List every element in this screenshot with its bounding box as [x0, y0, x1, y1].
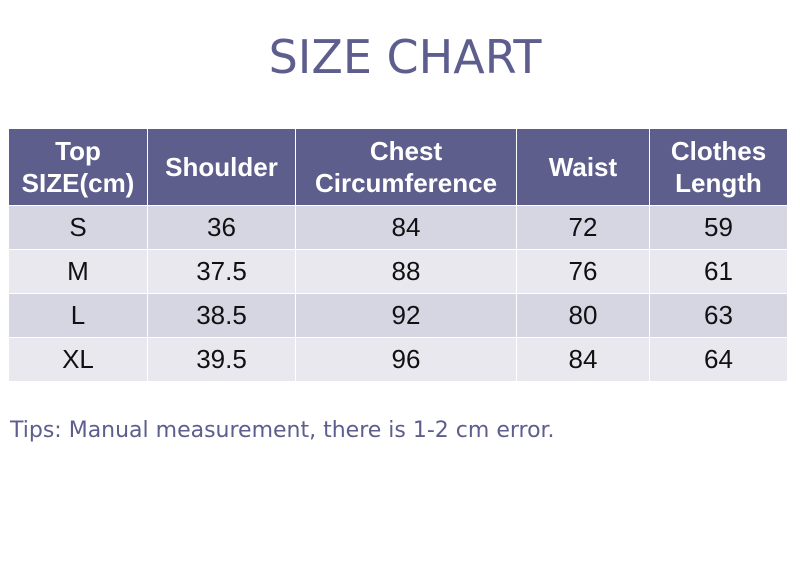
shoulder-cell: 36	[147, 205, 296, 250]
header-top-size: Top SIZE(cm)	[8, 128, 148, 206]
header-chest-circumference: Chest Circumference	[295, 128, 517, 206]
table-header-row: Top SIZE(cm) Shoulder Chest Circumferenc…	[8, 128, 788, 206]
header-label: Waist	[548, 152, 618, 182]
waist-cell: 76	[516, 249, 650, 294]
header-label: Top	[55, 136, 101, 166]
measurement-tips: Tips: Manual measurement, there is 1-2 c…	[10, 418, 555, 443]
size-cell: M	[8, 249, 148, 294]
chest-cell: 96	[295, 337, 517, 382]
table-row: M 37.5 88 76 61	[8, 249, 788, 294]
chest-cell: 92	[295, 293, 517, 338]
header-label: Circumference	[314, 168, 498, 198]
header-waist: Waist	[516, 128, 650, 206]
page-title: SIZE CHART	[268, 30, 542, 84]
header-label: Shoulder	[165, 152, 278, 182]
length-cell: 59	[649, 205, 788, 250]
size-cell: S	[8, 205, 148, 250]
size-cell: XL	[8, 337, 148, 382]
waist-cell: 80	[516, 293, 650, 338]
table-row: XL 39.5 96 84 64	[8, 337, 788, 382]
chest-cell: 84	[295, 205, 517, 250]
header-label: Length	[675, 168, 762, 198]
waist-cell: 84	[516, 337, 650, 382]
size-cell: L	[8, 293, 148, 338]
shoulder-cell: 39.5	[147, 337, 296, 382]
header-clothes-length: Clothes Length	[649, 128, 788, 206]
shoulder-cell: 37.5	[147, 249, 296, 294]
size-chart-table: Top SIZE(cm) Shoulder Chest Circumferenc…	[8, 128, 788, 382]
shoulder-cell: 38.5	[147, 293, 296, 338]
table-row: S 36 84 72 59	[8, 205, 788, 250]
waist-cell: 72	[516, 205, 650, 250]
chest-cell: 88	[295, 249, 517, 294]
length-cell: 61	[649, 249, 788, 294]
header-label: Chest	[369, 136, 443, 166]
length-cell: 63	[649, 293, 788, 338]
header-label: Clothes	[670, 136, 767, 166]
header-shoulder: Shoulder	[147, 128, 296, 206]
header-label: SIZE(cm)	[21, 168, 135, 198]
table-row: L 38.5 92 80 63	[8, 293, 788, 338]
length-cell: 64	[649, 337, 788, 382]
